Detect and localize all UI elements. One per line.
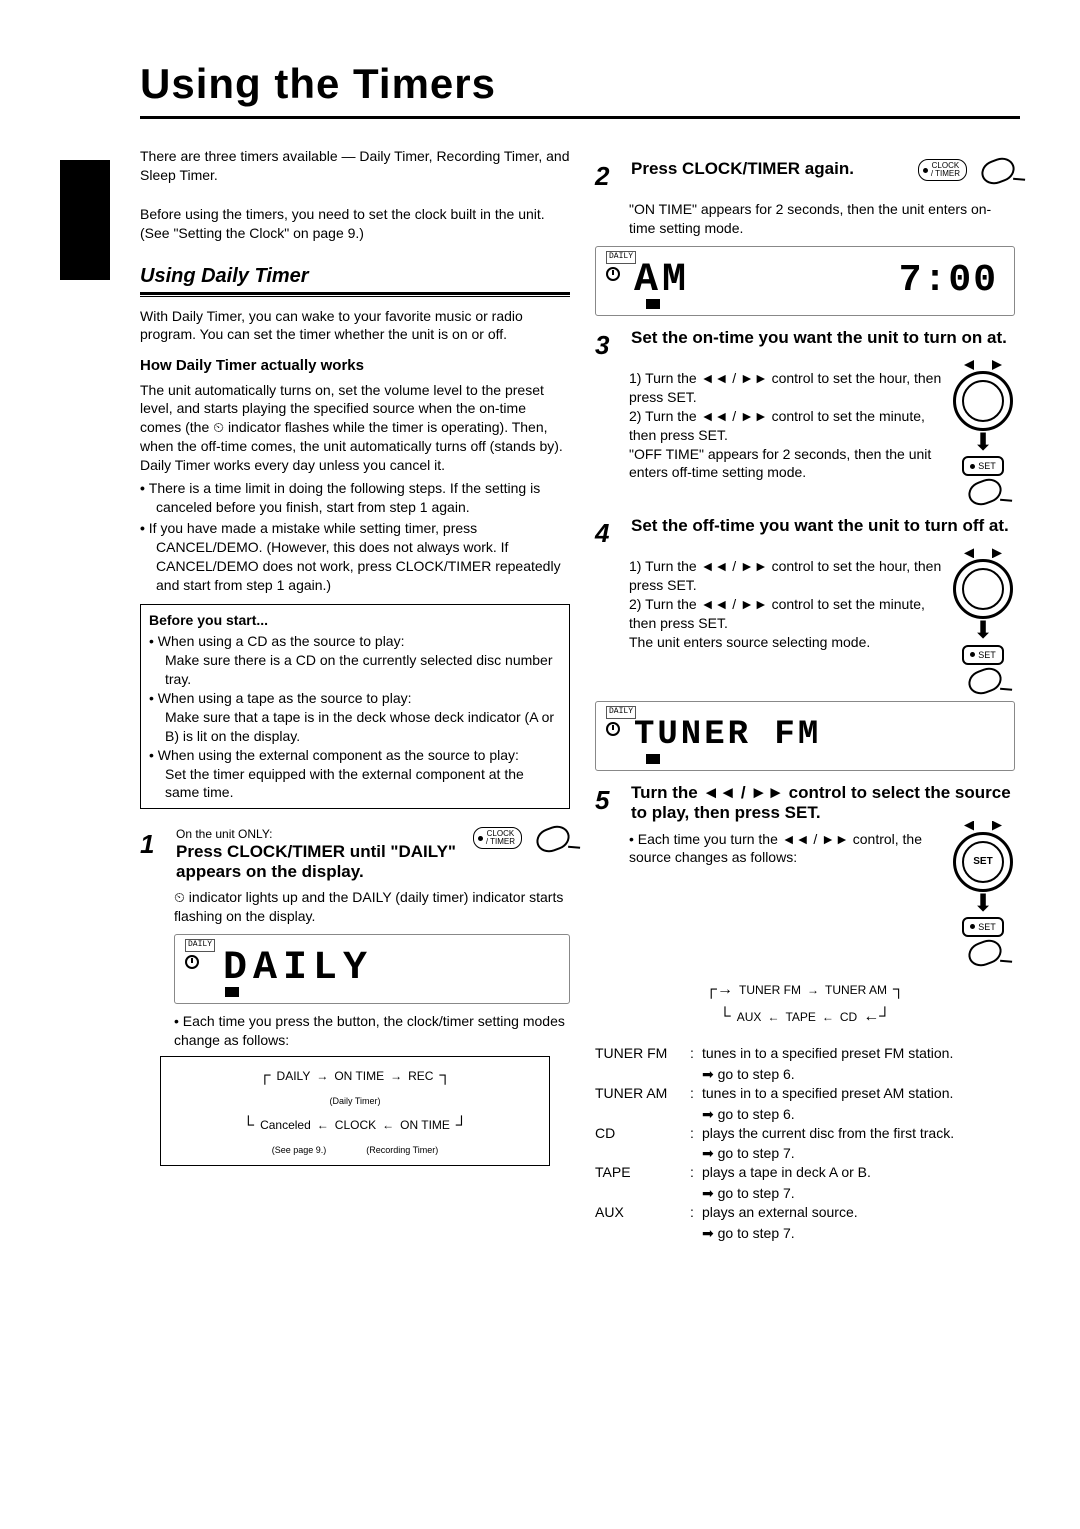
before-box: Before you start... • When using a CD as… <box>140 604 570 809</box>
step-4-l1: 1) Turn the ◄◄ / ►► control to set the h… <box>629 557 943 595</box>
box-item-1: • When using a CD as the source to play:… <box>149 632 561 689</box>
step-4-controls: ⬇ SET <box>951 557 1015 692</box>
dial-icon-2 <box>953 559 1013 619</box>
source-flow: ┌→ TUNER FM → TUNER AM ┐ └ AUX ← TAPE ← … <box>615 971 995 1036</box>
step-1-num: 1 <box>140 827 166 862</box>
bullet-2: If you have made a mistake while setting… <box>140 519 570 595</box>
step-5-controls: SET ⬇ SET <box>951 830 1015 965</box>
mode-flow: ┌ DAILY → ON TIME → REC ┐ (Daily Timer) … <box>160 1056 550 1165</box>
button-press-icon-3 <box>965 475 1005 509</box>
eq-icon-2 <box>646 299 660 309</box>
step-1-label: On the unit ONLY: Press CLOCK/TIMER unti… <box>176 827 463 882</box>
step-1-note: • Each time you press the button, the cl… <box>174 1012 570 1050</box>
bullet-1: There is a time limit in doing the follo… <box>140 479 570 517</box>
dial-icon <box>953 371 1013 431</box>
set-button-icon: SET <box>962 456 1004 476</box>
step-2-after: "ON TIME" appears for 2 seconds, then th… <box>629 200 1015 238</box>
step-3-num: 3 <box>595 328 621 363</box>
daily-rule <box>140 292 570 297</box>
lcd-tuner-text: TUNER FM <box>634 713 821 759</box>
step-5-label: Turn the ◄◄ / ►► control to select the s… <box>631 783 1015 824</box>
timer-icon <box>185 955 199 969</box>
intro-1: There are three timers available — Daily… <box>140 147 570 185</box>
button-press-icon <box>533 822 573 856</box>
step-4-body: 1) Turn the ◄◄ / ►► control to set the h… <box>595 557 1015 692</box>
daily-heading: Using Daily Timer <box>140 263 570 290</box>
step-4-num: 4 <box>595 516 621 551</box>
box-title: Before you start... <box>149 611 561 630</box>
daily-badge-2: DAILY <box>606 251 636 264</box>
side-tab <box>60 160 110 280</box>
step-3-l3: "OFF TIME" appears for 2 seconds, then t… <box>629 445 943 483</box>
intro-2: Before using the timers, you need to set… <box>140 205 570 243</box>
clock-timer-button-icon-2: CLOCK / TIMER <box>918 159 967 181</box>
button-press-icon-2 <box>978 154 1018 188</box>
timer-icon-3 <box>606 722 620 736</box>
step-5-head: 5 Turn the ◄◄ / ►► control to select the… <box>595 783 1015 824</box>
how-p2: Daily Timer works every day unless you c… <box>140 456 570 475</box>
lcd-ontime: DAILY AM 7:00 <box>595 246 1015 316</box>
dial-icon-3: SET <box>953 832 1013 892</box>
step-3-head: 3 Set the on-time you want the unit to t… <box>595 328 1015 363</box>
box-item-2: • When using a tape as the source to pla… <box>149 689 561 746</box>
step-2-head: 2 Press CLOCK/TIMER again. CLOCK / TIMER <box>595 159 1015 194</box>
step-3-l1: 1) Turn the ◄◄ / ►► control to set the h… <box>629 369 943 407</box>
step-4-l2: 2) Turn the ◄◄ / ►► control to set the m… <box>629 595 943 633</box>
eq-icon-3 <box>646 754 660 764</box>
button-press-icon-4 <box>965 664 1005 698</box>
daily-badge: DAILY <box>185 939 215 952</box>
step-5-note: • Each time you turn the ◄◄ / ►► control… <box>629 830 943 868</box>
down-arrow-icon: ⬇ <box>973 433 993 452</box>
left-column: There are three timers available — Daily… <box>140 147 570 1243</box>
step-4-head: 4 Set the off-time you want the unit to … <box>595 516 1015 551</box>
step-1-after: ⏲ indicator lights up and the DAILY (dai… <box>174 888 570 926</box>
flow-daily-label: (Daily Timer) <box>171 1095 539 1107</box>
title-rule <box>140 116 1020 119</box>
step-3-label: Set the on-time you want the unit to tur… <box>631 328 1015 348</box>
step-1-head: 1 On the unit ONLY: Press CLOCK/TIMER un… <box>140 827 570 882</box>
daily-p1: With Daily Timer, you can wake to your f… <box>140 307 570 345</box>
step-4-l3: The unit enters source selecting mode. <box>629 633 943 652</box>
lcd-ampm: AM <box>634 254 690 308</box>
step-3-controls: ⬇ SET <box>951 369 1015 504</box>
eq-icon <box>225 987 239 997</box>
set-button-icon-2: SET <box>962 645 1004 665</box>
lcd-daily-text: DAILY <box>223 942 373 996</box>
set-button-icon-3: SET <box>962 917 1004 937</box>
step-4-label: Set the off-time you want the unit to tu… <box>631 516 1015 536</box>
timer-icon-2 <box>606 267 620 281</box>
page-title: Using the Timers <box>140 60 1020 108</box>
down-arrow-icon-2: ⬇ <box>973 621 993 640</box>
lcd-time: 7:00 <box>899 255 998 306</box>
down-arrow-icon-3: ⬇ <box>973 894 993 913</box>
step-2-num: 2 <box>595 159 621 194</box>
step-2-label: Press CLOCK/TIMER again. <box>631 159 908 179</box>
how-p1: The unit automatically turns on, set the… <box>140 381 570 457</box>
how-bullets: There is a time limit in doing the follo… <box>140 479 570 594</box>
source-table: TUNER FM:tunes in to a specified preset … <box>595 1044 1015 1243</box>
step-3-l2: 2) Turn the ◄◄ / ►► control to set the m… <box>629 407 943 445</box>
lcd-daily: DAILY DAILY <box>174 934 570 1004</box>
clock-timer-button-icon: CLOCK / TIMER <box>473 827 522 849</box>
daily-badge-3: DAILY <box>606 706 636 719</box>
lcd-tuner: DAILY TUNER FM <box>595 701 1015 771</box>
right-column: 2 Press CLOCK/TIMER again. CLOCK / TIMER… <box>595 147 1015 1243</box>
step-5-body: • Each time you turn the ◄◄ / ►► control… <box>595 830 1015 965</box>
button-press-icon-5 <box>965 936 1005 970</box>
how-heading: How Daily Timer actually works <box>140 356 570 376</box>
content-columns: There are three timers available — Daily… <box>140 147 1020 1243</box>
step-3-body: 1) Turn the ◄◄ / ►► control to set the h… <box>595 369 1015 504</box>
box-item-3: • When using the external component as t… <box>149 746 561 803</box>
step-5-num: 5 <box>595 783 621 818</box>
